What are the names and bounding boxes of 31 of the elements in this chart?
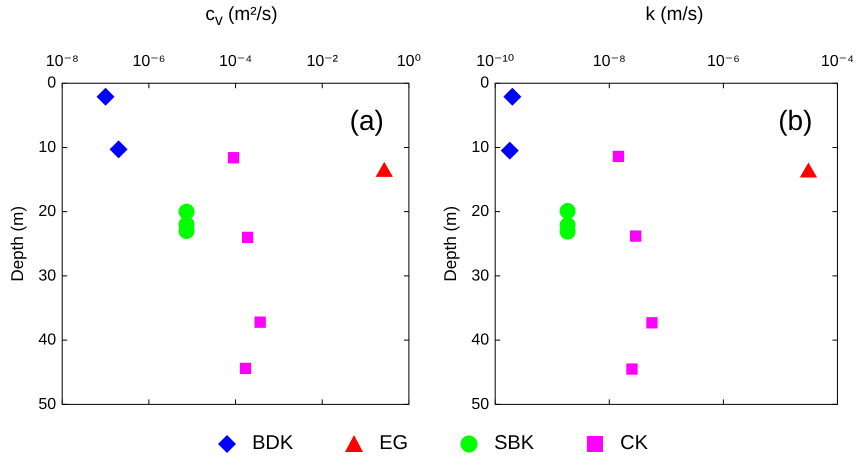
y-tick-label: 20 (38, 203, 56, 220)
y-tick-label: 10 (38, 138, 56, 156)
y-tick-label: 0 (480, 74, 490, 92)
annotation: (b) (778, 104, 812, 136)
x-tick-label: 10⁻¹⁰ (476, 53, 514, 70)
x-tick-label: 10⁻⁴ (218, 53, 252, 70)
x-tick-label: 10⁻⁴ (820, 53, 854, 70)
y-tick-label: 10 (471, 138, 490, 156)
x-axis-title: c$_{v}$ (m²/s) (204, 4, 279, 30)
y-tick-label: 20 (471, 203, 490, 220)
annotation: (a) (350, 104, 384, 136)
x-tick-label: 10⁻⁶ (706, 53, 740, 70)
y-tick-label: 30 (471, 267, 490, 284)
y-axis-title: Depth (m) (8, 206, 27, 282)
y-tick-label: 30 (38, 267, 56, 284)
legend-label: EG (379, 432, 408, 455)
y-tick-label: 0 (47, 74, 56, 92)
legend-label: SBK (494, 432, 534, 455)
y-tick-label: 50 (38, 396, 56, 413)
x-tick-label: 10⁰ (396, 53, 422, 70)
x-tick-label: 10⁻⁸ (592, 53, 626, 70)
y-axis-title: Depth (m) (440, 206, 460, 282)
x-tick-label: 10⁻⁶ (132, 53, 166, 70)
x-tick-label: 10⁻² (306, 53, 339, 70)
y-tick-label: 40 (38, 332, 56, 349)
legend-label: CK (620, 432, 648, 455)
legend-label: BDK (252, 432, 294, 455)
y-tick-label: 40 (471, 332, 490, 349)
x-tick-label: 10⁻⁸ (46, 53, 79, 70)
x-axis-title: k (m/s) (644, 4, 705, 26)
y-tick-label: 50 (471, 396, 490, 413)
